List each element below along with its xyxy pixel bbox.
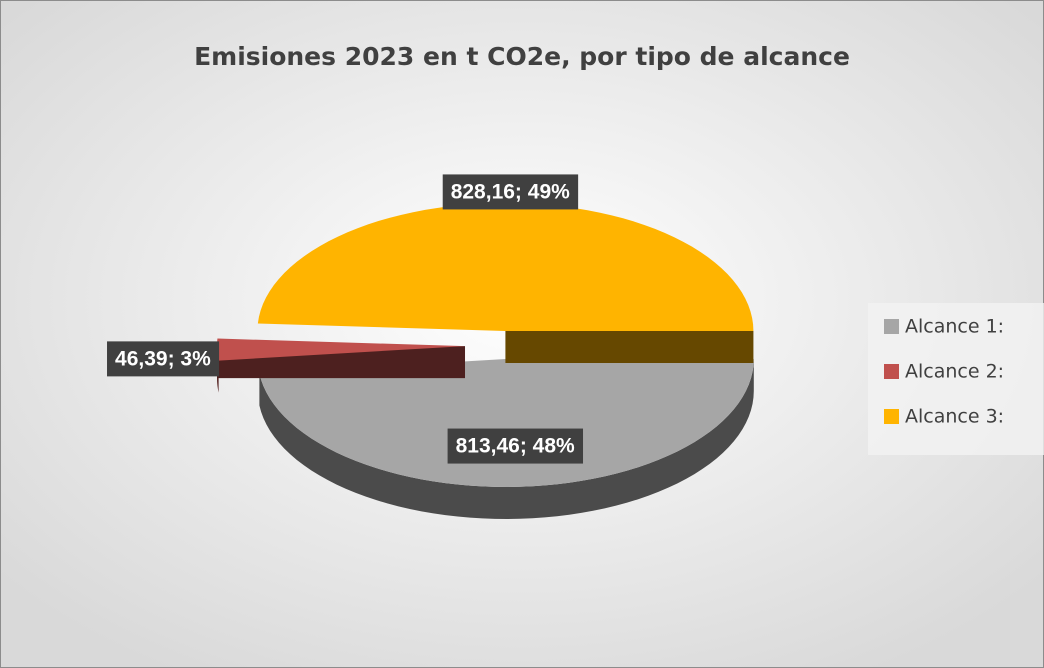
pie-slice xyxy=(257,203,754,364)
legend-swatch xyxy=(884,409,899,424)
data-label: 813,46; 48% xyxy=(456,435,575,458)
chart-title: Emisiones 2023 en t CO2e, por tipo de al… xyxy=(194,42,850,71)
data-label: 46,39; 3% xyxy=(115,347,211,370)
slice-side xyxy=(259,358,754,519)
legend-label: Alcance 3: xyxy=(905,406,1004,428)
legend-swatch xyxy=(884,364,899,379)
data-label: 828,16; 49% xyxy=(451,180,570,203)
slice-top xyxy=(259,358,754,487)
pie-slice xyxy=(259,358,754,519)
data-label-box xyxy=(107,341,220,377)
slice-top xyxy=(217,338,466,361)
slice-top xyxy=(257,203,754,332)
data-label-box xyxy=(447,428,584,464)
legend-label: Alcance 1: xyxy=(905,316,1004,338)
legend-swatch xyxy=(884,319,899,334)
slice-edge xyxy=(505,331,754,364)
data-label-box xyxy=(442,174,579,210)
legend-label: Alcance 2: xyxy=(905,361,1004,383)
